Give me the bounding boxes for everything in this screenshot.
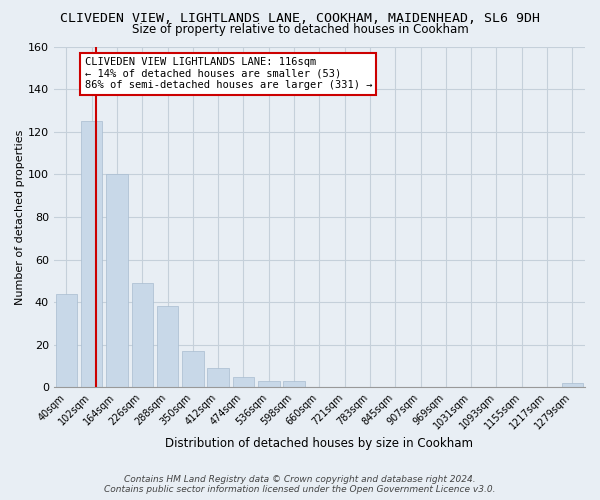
Bar bbox=[81, 121, 103, 388]
X-axis label: Distribution of detached houses by size in Cookham: Distribution of detached houses by size … bbox=[166, 437, 473, 450]
Y-axis label: Number of detached properties: Number of detached properties bbox=[15, 129, 25, 304]
Bar bbox=[106, 174, 128, 388]
Bar bbox=[131, 283, 153, 388]
Bar bbox=[182, 351, 203, 388]
Bar bbox=[157, 306, 178, 388]
Bar bbox=[56, 294, 77, 388]
Text: Contains HM Land Registry data © Crown copyright and database right 2024.
Contai: Contains HM Land Registry data © Crown c… bbox=[104, 474, 496, 494]
Text: Size of property relative to detached houses in Cookham: Size of property relative to detached ho… bbox=[131, 22, 469, 36]
Text: CLIVEDEN VIEW, LIGHTLANDS LANE, COOKHAM, MAIDENHEAD, SL6 9DH: CLIVEDEN VIEW, LIGHTLANDS LANE, COOKHAM,… bbox=[60, 12, 540, 26]
Bar bbox=[208, 368, 229, 388]
Bar bbox=[283, 381, 305, 388]
Text: CLIVEDEN VIEW LIGHTLANDS LANE: 116sqm
← 14% of detached houses are smaller (53)
: CLIVEDEN VIEW LIGHTLANDS LANE: 116sqm ← … bbox=[85, 57, 372, 90]
Bar bbox=[258, 381, 280, 388]
Bar bbox=[562, 383, 583, 388]
Bar bbox=[233, 376, 254, 388]
